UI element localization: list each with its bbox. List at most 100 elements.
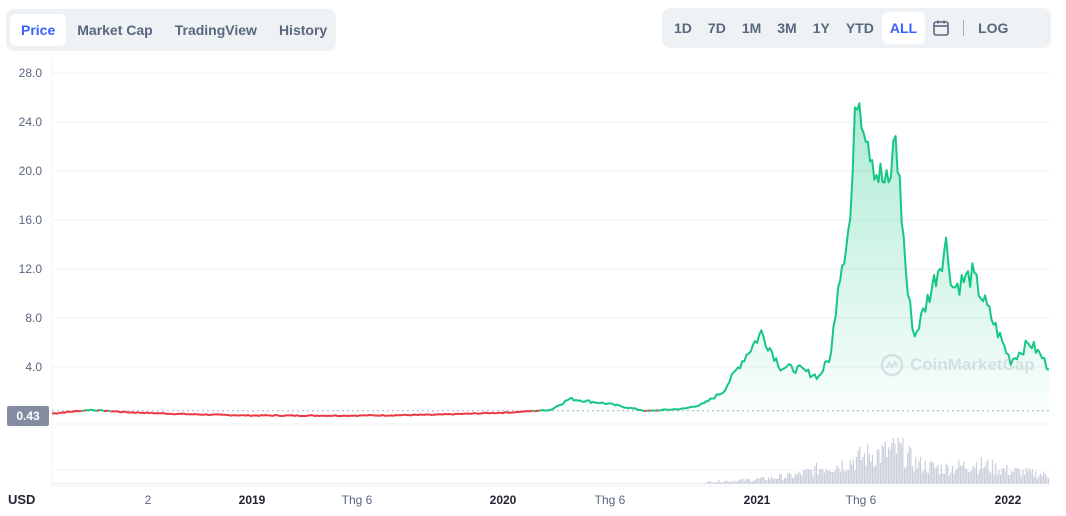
volume-bar bbox=[990, 472, 992, 484]
volume-bar bbox=[351, 483, 353, 484]
volume-bar bbox=[274, 483, 276, 484]
volume-bar bbox=[392, 483, 394, 484]
volume-bar bbox=[56, 483, 58, 484]
range-ytd[interactable]: YTD bbox=[845, 20, 874, 36]
volume-bar bbox=[570, 483, 572, 484]
volume-bar bbox=[727, 482, 730, 484]
range-1d[interactable]: 1D bbox=[674, 20, 692, 36]
volume-bar bbox=[742, 478, 744, 484]
volume-bar bbox=[295, 483, 297, 484]
volume-bar bbox=[236, 483, 238, 484]
volume-bar bbox=[971, 470, 973, 484]
volume-bar bbox=[528, 483, 530, 484]
volume-bar bbox=[397, 483, 399, 484]
volume-bar bbox=[197, 483, 199, 484]
range-3m[interactable]: 3M bbox=[777, 20, 797, 36]
volume-bar bbox=[282, 483, 284, 484]
volume-bar bbox=[527, 483, 529, 484]
volume-bar bbox=[396, 483, 398, 484]
volume-bar bbox=[1004, 471, 1006, 484]
tab-market-cap[interactable]: Market Cap bbox=[77, 22, 153, 38]
volume-bar bbox=[232, 483, 234, 484]
volume-bar bbox=[923, 470, 925, 484]
volume-bar bbox=[448, 483, 450, 484]
volume-bar bbox=[96, 483, 98, 484]
volume-bar bbox=[272, 483, 274, 484]
volume-bar bbox=[879, 462, 882, 484]
volume-bar bbox=[168, 483, 170, 484]
volume-bar bbox=[288, 483, 290, 484]
volume-bar bbox=[517, 483, 519, 484]
calendar-icon[interactable] bbox=[925, 12, 957, 44]
volume-bar bbox=[319, 483, 321, 484]
volume-bar bbox=[332, 483, 334, 484]
volume-bar bbox=[204, 483, 206, 484]
volume-bar bbox=[1041, 475, 1043, 484]
volume-bar bbox=[548, 483, 550, 484]
volume-bar bbox=[567, 483, 569, 484]
volume-bar bbox=[108, 483, 110, 484]
range-7d[interactable]: 7D bbox=[707, 20, 726, 36]
volume-bar bbox=[389, 483, 391, 484]
log-scale-toggle[interactable]: LOG bbox=[978, 20, 1009, 36]
volume-bar bbox=[213, 483, 215, 484]
volume-bar bbox=[104, 483, 106, 484]
volume-bar bbox=[359, 483, 361, 484]
volume-bar bbox=[420, 483, 422, 484]
volume-bar bbox=[868, 454, 870, 484]
volume-bar bbox=[431, 483, 433, 484]
volume-bar bbox=[690, 483, 692, 484]
volume-bar bbox=[536, 483, 538, 484]
volume-bar bbox=[477, 483, 479, 484]
volume-bar bbox=[152, 483, 154, 484]
volume-bar bbox=[761, 476, 763, 484]
volume-bar bbox=[196, 483, 198, 484]
volume-bar bbox=[424, 483, 426, 484]
current-price-label: 0.43 bbox=[7, 406, 49, 426]
volume-bar bbox=[679, 483, 681, 484]
volume-bar bbox=[560, 483, 562, 484]
volume-bar bbox=[684, 483, 686, 484]
volume-bar bbox=[935, 467, 938, 484]
range-1y[interactable]: 1Y bbox=[812, 20, 830, 36]
volume-bar bbox=[456, 483, 458, 484]
volume-bar bbox=[860, 460, 862, 484]
volume-bar bbox=[710, 481, 712, 484]
volume-bar bbox=[693, 483, 695, 484]
volume-bar bbox=[280, 483, 282, 484]
volume-bar bbox=[52, 483, 54, 484]
volume-bar bbox=[779, 474, 781, 484]
volume-bar bbox=[931, 461, 933, 484]
volume-bar bbox=[516, 483, 518, 484]
volume-bar bbox=[911, 466, 914, 484]
volume-bar bbox=[747, 479, 749, 484]
x-tick-label: Thg 6 bbox=[846, 493, 877, 507]
range-all[interactable]: ALL bbox=[881, 12, 926, 44]
volume-bar bbox=[264, 483, 266, 484]
volume-bar bbox=[140, 483, 142, 484]
volume-bar bbox=[408, 483, 410, 484]
range-1m[interactable]: 1M bbox=[741, 20, 762, 36]
volume-bar bbox=[93, 483, 95, 484]
volume-bar bbox=[812, 476, 814, 484]
volume-bar bbox=[886, 456, 888, 484]
volume-bar bbox=[1025, 467, 1027, 484]
tab-price[interactable]: Price bbox=[10, 14, 67, 46]
volume-bar bbox=[322, 483, 324, 484]
volume-bar bbox=[356, 483, 358, 484]
x-tick-label: Thg 6 bbox=[595, 493, 626, 507]
volume-bar bbox=[967, 471, 970, 484]
tab-history[interactable]: History bbox=[278, 22, 328, 38]
volume-bar bbox=[303, 483, 305, 484]
volume-bar bbox=[716, 481, 718, 484]
tab-tradingview[interactable]: TradingView bbox=[174, 22, 257, 38]
volume-bar bbox=[357, 483, 359, 484]
volume-bar bbox=[921, 472, 923, 484]
volume-bar bbox=[402, 483, 404, 484]
volume-bar bbox=[159, 483, 161, 484]
price-line-segment bbox=[532, 409, 535, 413]
volume-bar bbox=[237, 483, 239, 484]
volume-bar bbox=[1036, 478, 1038, 484]
volume-bar bbox=[141, 483, 143, 484]
volume-bar bbox=[985, 463, 987, 484]
